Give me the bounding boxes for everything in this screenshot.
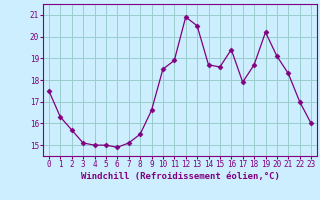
X-axis label: Windchill (Refroidissement éolien,°C): Windchill (Refroidissement éolien,°C): [81, 172, 279, 181]
